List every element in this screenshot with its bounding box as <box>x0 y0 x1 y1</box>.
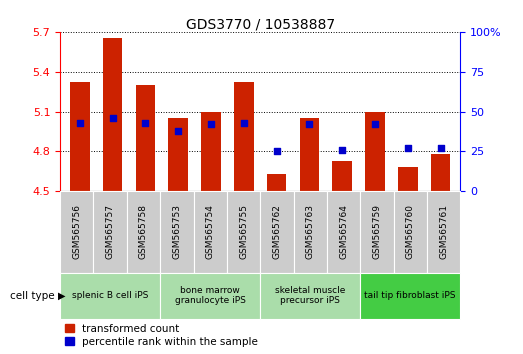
Bar <box>365 112 385 191</box>
Point <box>338 147 346 153</box>
Text: GSM565761: GSM565761 <box>439 204 448 259</box>
Bar <box>360 273 460 319</box>
Bar <box>300 118 319 191</box>
Bar <box>267 174 287 191</box>
Text: GSM565755: GSM565755 <box>239 204 248 259</box>
Text: GSM565757: GSM565757 <box>106 204 115 259</box>
Text: GSM565754: GSM565754 <box>206 204 214 259</box>
Text: GSM565763: GSM565763 <box>306 204 315 259</box>
Text: GSM565759: GSM565759 <box>372 204 381 259</box>
Text: GSM565753: GSM565753 <box>173 204 181 259</box>
Bar <box>393 191 427 273</box>
Bar <box>234 82 254 191</box>
Bar <box>398 167 417 191</box>
Bar <box>60 273 160 319</box>
Bar <box>327 191 360 273</box>
Legend: transformed count, percentile rank within the sample: transformed count, percentile rank withi… <box>65 324 258 347</box>
Text: GSM565764: GSM565764 <box>339 204 348 259</box>
Bar <box>427 191 460 273</box>
Point <box>76 120 84 125</box>
Text: tail tip fibroblast iPS: tail tip fibroblast iPS <box>365 291 456 300</box>
Point <box>141 120 150 125</box>
Bar <box>227 191 260 273</box>
Point <box>108 115 117 121</box>
Point <box>305 121 314 127</box>
Point <box>404 145 412 151</box>
Text: skeletal muscle
precursor iPS: skeletal muscle precursor iPS <box>275 286 345 305</box>
Text: GSM565762: GSM565762 <box>272 204 281 259</box>
Bar <box>60 191 94 273</box>
Point <box>207 121 215 127</box>
Bar <box>194 191 227 273</box>
Text: GDS3770 / 10538887: GDS3770 / 10538887 <box>186 18 335 32</box>
Bar <box>260 273 360 319</box>
Bar <box>360 191 393 273</box>
Bar <box>135 85 155 191</box>
Bar <box>160 273 260 319</box>
Point <box>371 121 379 127</box>
Text: splenic B cell iPS: splenic B cell iPS <box>72 291 149 300</box>
Text: GSM565756: GSM565756 <box>72 204 81 259</box>
Text: cell type: cell type <box>10 291 55 301</box>
Bar <box>168 118 188 191</box>
Bar <box>260 191 293 273</box>
Point <box>240 120 248 125</box>
Point <box>436 145 445 151</box>
Bar <box>431 154 450 191</box>
Bar <box>201 112 221 191</box>
Bar <box>103 39 122 191</box>
Bar <box>70 82 89 191</box>
Text: ▶: ▶ <box>58 291 65 301</box>
Bar <box>293 191 327 273</box>
Bar <box>160 191 194 273</box>
Point <box>272 149 281 154</box>
Point <box>174 128 183 133</box>
Text: bone marrow
granulocyte iPS: bone marrow granulocyte iPS <box>175 286 246 305</box>
Text: GSM565760: GSM565760 <box>406 204 415 259</box>
Bar <box>94 191 127 273</box>
Bar <box>332 161 352 191</box>
Bar <box>127 191 160 273</box>
Text: GSM565758: GSM565758 <box>139 204 148 259</box>
